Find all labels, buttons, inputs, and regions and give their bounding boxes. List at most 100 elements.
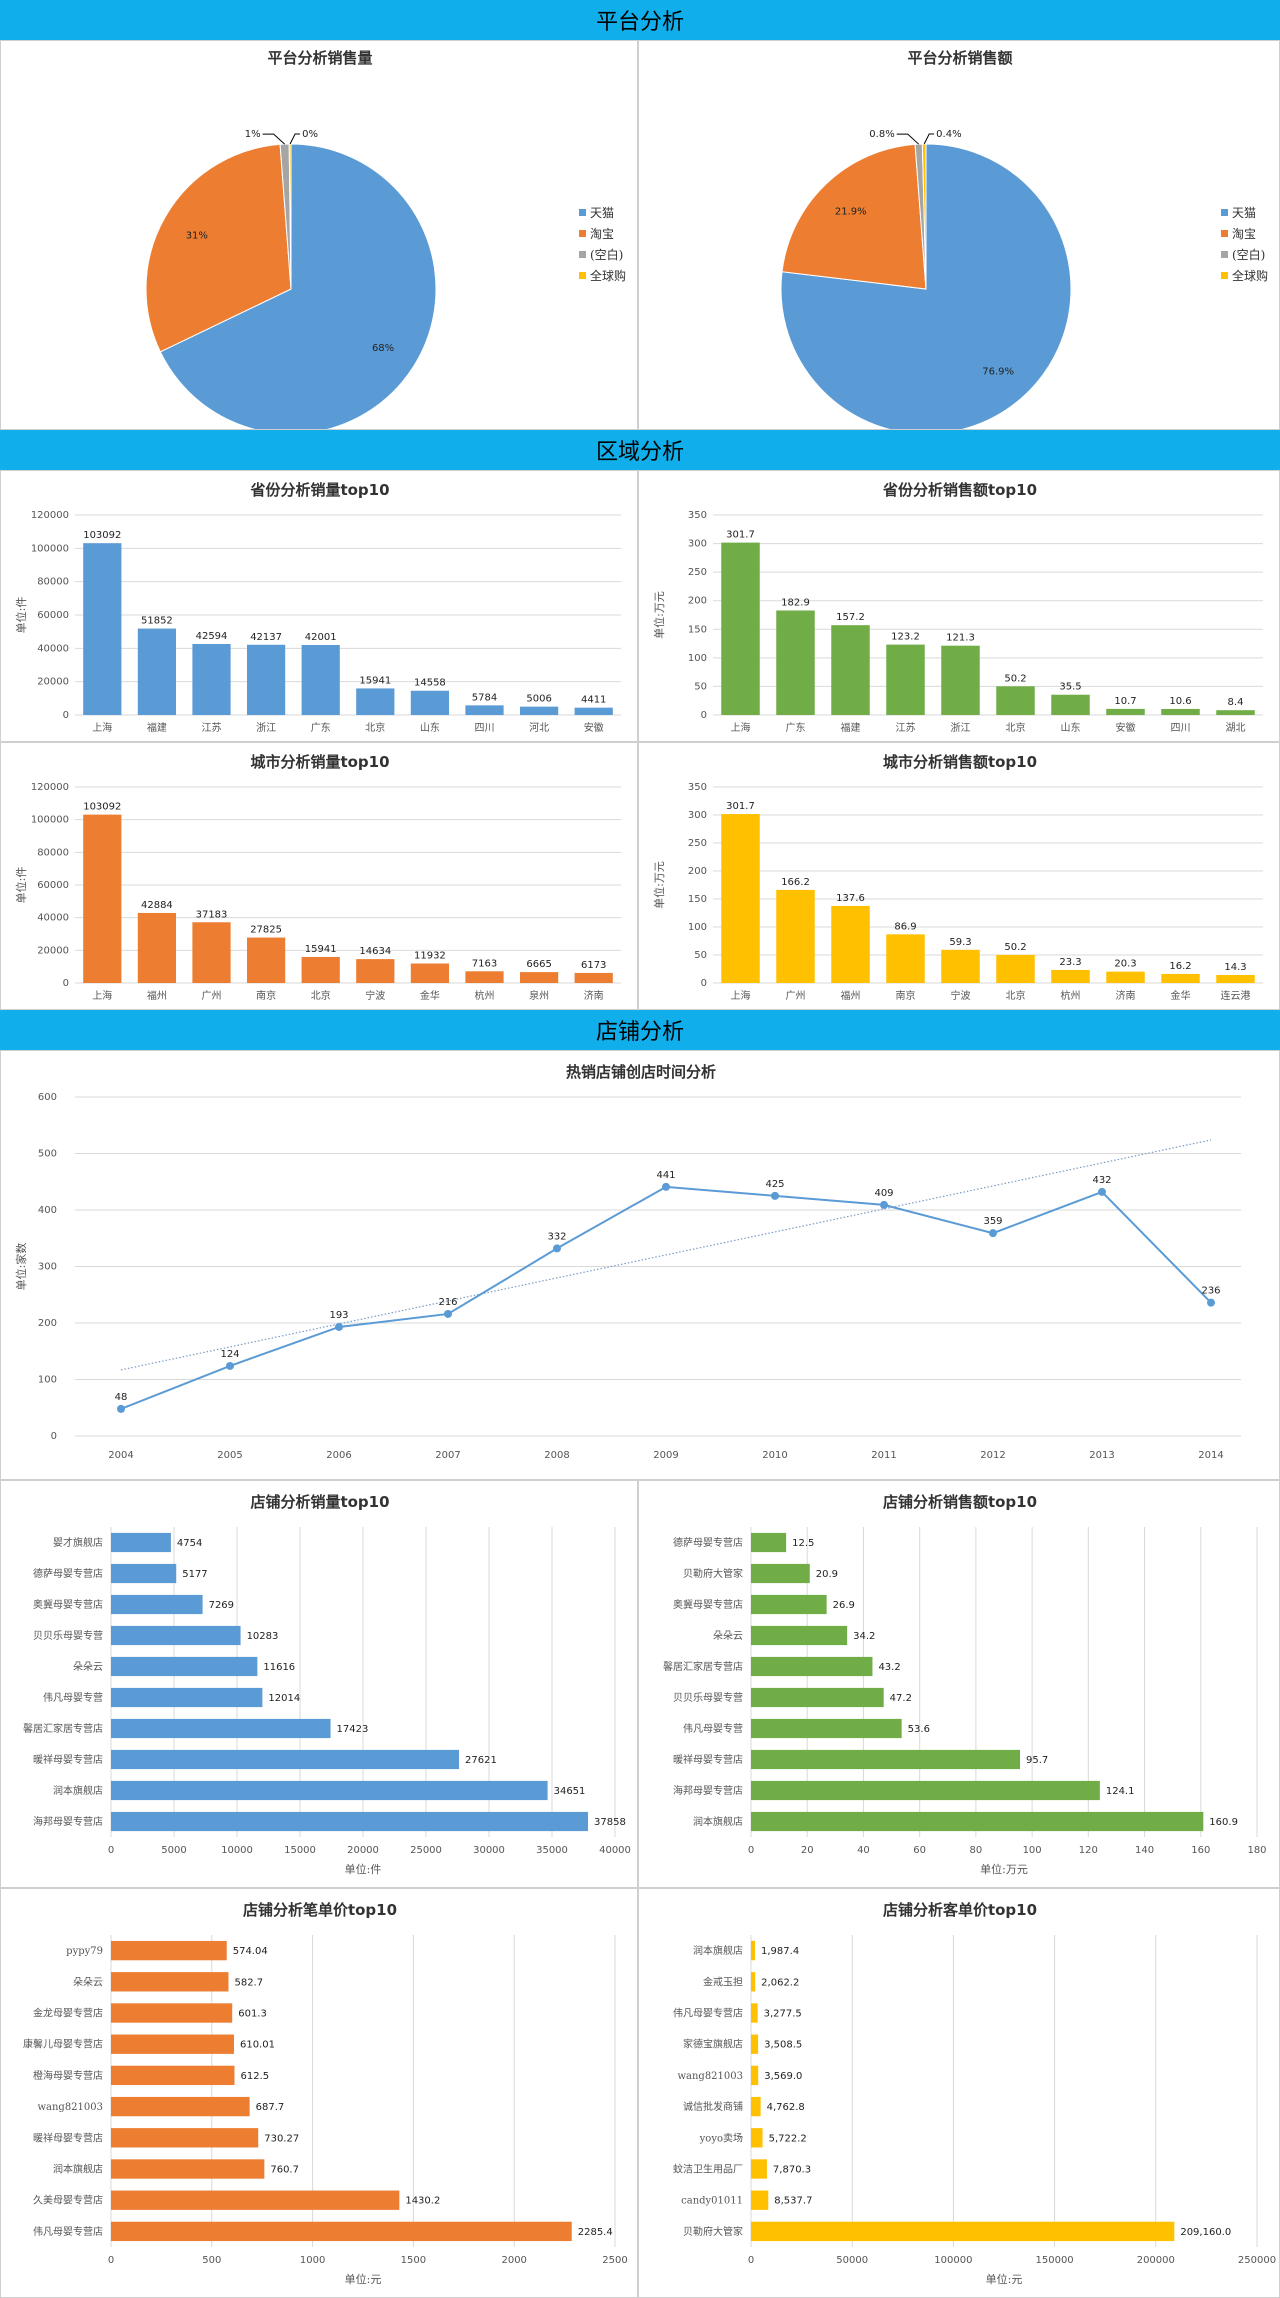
bar	[111, 2159, 265, 2179]
bar	[111, 1811, 589, 1832]
panel-shop-cust: 店铺分析客单价top10 0 50000 100000 150000 200000 2500…	[638, 1888, 1280, 2298]
x-tick-label: 济南	[584, 989, 604, 1002]
x-tick-label: 200000	[1137, 2255, 1175, 2266]
bar	[751, 1563, 810, 1584]
legend-label: 天猫	[1232, 206, 1256, 220]
data-label: 601.3	[238, 2009, 267, 2020]
x-tick-label: 0	[748, 2255, 754, 2266]
x-tick-label: 南京	[896, 989, 916, 1002]
x-tick-label: 2008	[544, 1450, 569, 1461]
series-line	[120, 1185, 1212, 1410]
bar	[751, 1972, 756, 1992]
y-tick-label: 120000	[31, 510, 69, 521]
data-label: 48	[115, 1392, 128, 1403]
y-tick-label: 润本旗舰店	[693, 1815, 743, 1828]
data-point	[771, 1191, 779, 1200]
bar	[111, 1532, 171, 1553]
data-label: 15941	[359, 675, 391, 686]
data-label: 12014	[268, 1693, 300, 1704]
x-tick-label: 20	[801, 1845, 814, 1856]
data-label: 182.9	[781, 597, 810, 608]
bar	[831, 905, 870, 983]
data-label: 37183	[196, 909, 228, 920]
y-tick-label: 300	[688, 539, 707, 550]
panel-shop-time: 热销店铺创店时间分析 0 100 200 300 400 500 600 单位:家数 48 2004…	[0, 1050, 1280, 1480]
x-tick-label: 宁波	[951, 989, 971, 1002]
y-tick-label: 60000	[37, 610, 69, 621]
data-label: 5177	[182, 1569, 207, 1580]
x-tick-label: 济南	[1116, 989, 1136, 1002]
y-tick-label: 德萨母婴专营店	[33, 1567, 103, 1580]
bar	[751, 1780, 1100, 1801]
x-tick-label: 50000	[836, 2255, 868, 2266]
x-tick-label: 80	[970, 1845, 983, 1856]
data-label: 3,569.0	[764, 2071, 802, 2082]
bar	[1106, 708, 1145, 715]
y-tick-label: 0	[701, 710, 707, 721]
y-tick-label: 贝贝乐母婴专营	[33, 1629, 103, 1642]
x-tick-label: 30000	[473, 1845, 505, 1856]
y-tick-label: 200	[688, 866, 707, 877]
data-label: 4411	[581, 695, 606, 706]
x-tick-label: 上海	[731, 989, 751, 1002]
bar	[751, 1811, 1204, 1832]
bar	[831, 625, 870, 715]
data-label: 0%	[302, 129, 318, 140]
y-tick-label: 40000	[37, 913, 69, 924]
bar	[1051, 969, 1090, 983]
data-label: 137.6	[836, 893, 865, 904]
y-tick-label: 40000	[37, 643, 69, 654]
x-tick-label: 10000	[221, 1845, 253, 1856]
y-tick-label: 暖祥母婴专营店	[33, 1753, 103, 1766]
x-axis-label: 单位:万元	[980, 1862, 1028, 1876]
legend-swatch	[579, 230, 586, 237]
x-tick-label: 杭州	[475, 989, 495, 1002]
panel-pie-amt: 平台分析销售额 76.9% 21.9% 0.8% 0.4% 天猫 淘宝 (空白) 全球购	[638, 40, 1280, 430]
x-tick-label: 福建	[841, 721, 861, 734]
x-tick-label: 北京	[311, 989, 331, 1002]
x-tick-label: 5000	[161, 1845, 186, 1856]
y-tick-label: 海邦母婴专营店	[33, 1815, 103, 1828]
y-tick-label: 朵朵云	[713, 1630, 743, 1642]
y-tick-label: yoyo卖场	[699, 2131, 743, 2144]
x-tick-label: 福州	[147, 989, 167, 1002]
y-axis-label: 单位:家数	[14, 1243, 28, 1291]
data-label: 123.2	[891, 632, 920, 643]
bar	[751, 1594, 827, 1615]
x-tick-label: 2014	[1198, 1450, 1223, 1461]
chart-title: 城市分析销量top10	[250, 753, 389, 771]
panel-pie-qty: 平台分析销售量 68% 31% 1% 0% 天猫 淘宝 (空白) 全球购	[0, 40, 638, 430]
bar	[111, 2003, 233, 2023]
data-label: 5784	[472, 692, 497, 703]
x-tick-label: 南京	[256, 989, 276, 1002]
data-label: 2285.4	[578, 2227, 613, 2238]
bar	[519, 972, 559, 983]
bar	[751, 1718, 902, 1739]
bar	[751, 1749, 1021, 1770]
x-tick-label: 广州	[786, 990, 806, 1002]
y-tick-label: 100	[688, 922, 707, 933]
panel-city-qty: 城市分析销量top10 0 20000 40000 60000 80000 100000 12…	[0, 742, 638, 1010]
x-tick-label: 1000	[300, 2255, 325, 2266]
bar	[751, 2128, 763, 2148]
data-label: 34651	[554, 1786, 586, 1797]
bar	[83, 814, 122, 983]
legend-label: 全球购	[590, 268, 626, 283]
data-label: 359	[983, 1216, 1002, 1227]
bar	[886, 934, 925, 983]
bar	[246, 644, 286, 715]
x-tick-label: 2500	[602, 2255, 627, 2266]
data-label: 1430.2	[405, 2196, 440, 2207]
bar	[111, 2096, 250, 2117]
y-axis-label: 单位:万元	[652, 591, 666, 639]
data-label: 14558	[414, 678, 446, 689]
x-tick-label: 20000	[347, 1845, 379, 1856]
section-banner-shop: 店铺分析	[0, 1010, 1280, 1050]
data-label: 425	[765, 1179, 784, 1190]
legend-swatch	[1221, 272, 1228, 279]
data-label: 34.2	[853, 1631, 875, 1642]
data-label: 4754	[177, 1538, 202, 1549]
y-tick-label: 馨居汇家居专营店	[663, 1660, 743, 1673]
chart-title: 城市分析销售额top10	[883, 753, 1037, 771]
x-tick-label: 60	[913, 1845, 926, 1856]
